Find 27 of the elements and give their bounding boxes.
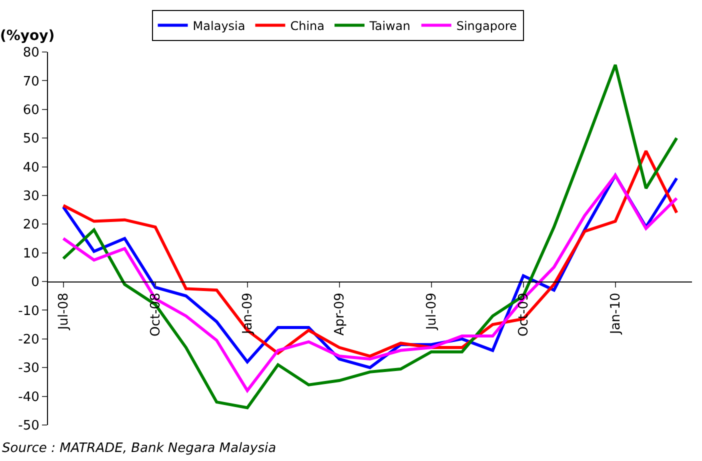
y-tick-label: 0 [31,275,40,290]
y-tick-label: 30 [22,189,40,204]
y-axis-title: (%yoy) [0,28,55,44]
y-tick-label: -50 [18,418,40,434]
legend-label: Malaysia [192,18,246,33]
legend-label: China [290,18,325,33]
y-tick-label: 50 [22,132,40,147]
x-tick-label: Jan-10 [608,292,624,336]
y-tick-label: 40 [22,160,40,176]
x-tick-label: Apr-09 [332,292,348,336]
x-tick-label: Jan-09 [240,292,256,336]
y-tick-label: 60 [22,102,40,118]
y-tick-label: 70 [22,74,40,90]
y-tick-label: 20 [22,218,40,233]
y-tick-label: 10 [22,246,40,262]
y-tick-label: 80 [22,46,40,61]
x-tick-label: Oct-09 [516,292,532,336]
source-note: Source : MATRADE, Bank Negara Malaysia [2,441,276,456]
x-tick-label: Jul-09 [424,292,440,331]
x-tick-label: Oct-08 [148,292,164,336]
legend-label: Singapore [456,18,517,33]
y-tick-label: -40 [18,390,40,405]
x-tick-label: Jul-08 [56,292,72,331]
legend-label: Taiwan [368,18,410,33]
y-tick-label: -10 [18,304,40,319]
y-tick-label: -30 [18,361,40,376]
y-tick-label: -20 [18,332,40,348]
